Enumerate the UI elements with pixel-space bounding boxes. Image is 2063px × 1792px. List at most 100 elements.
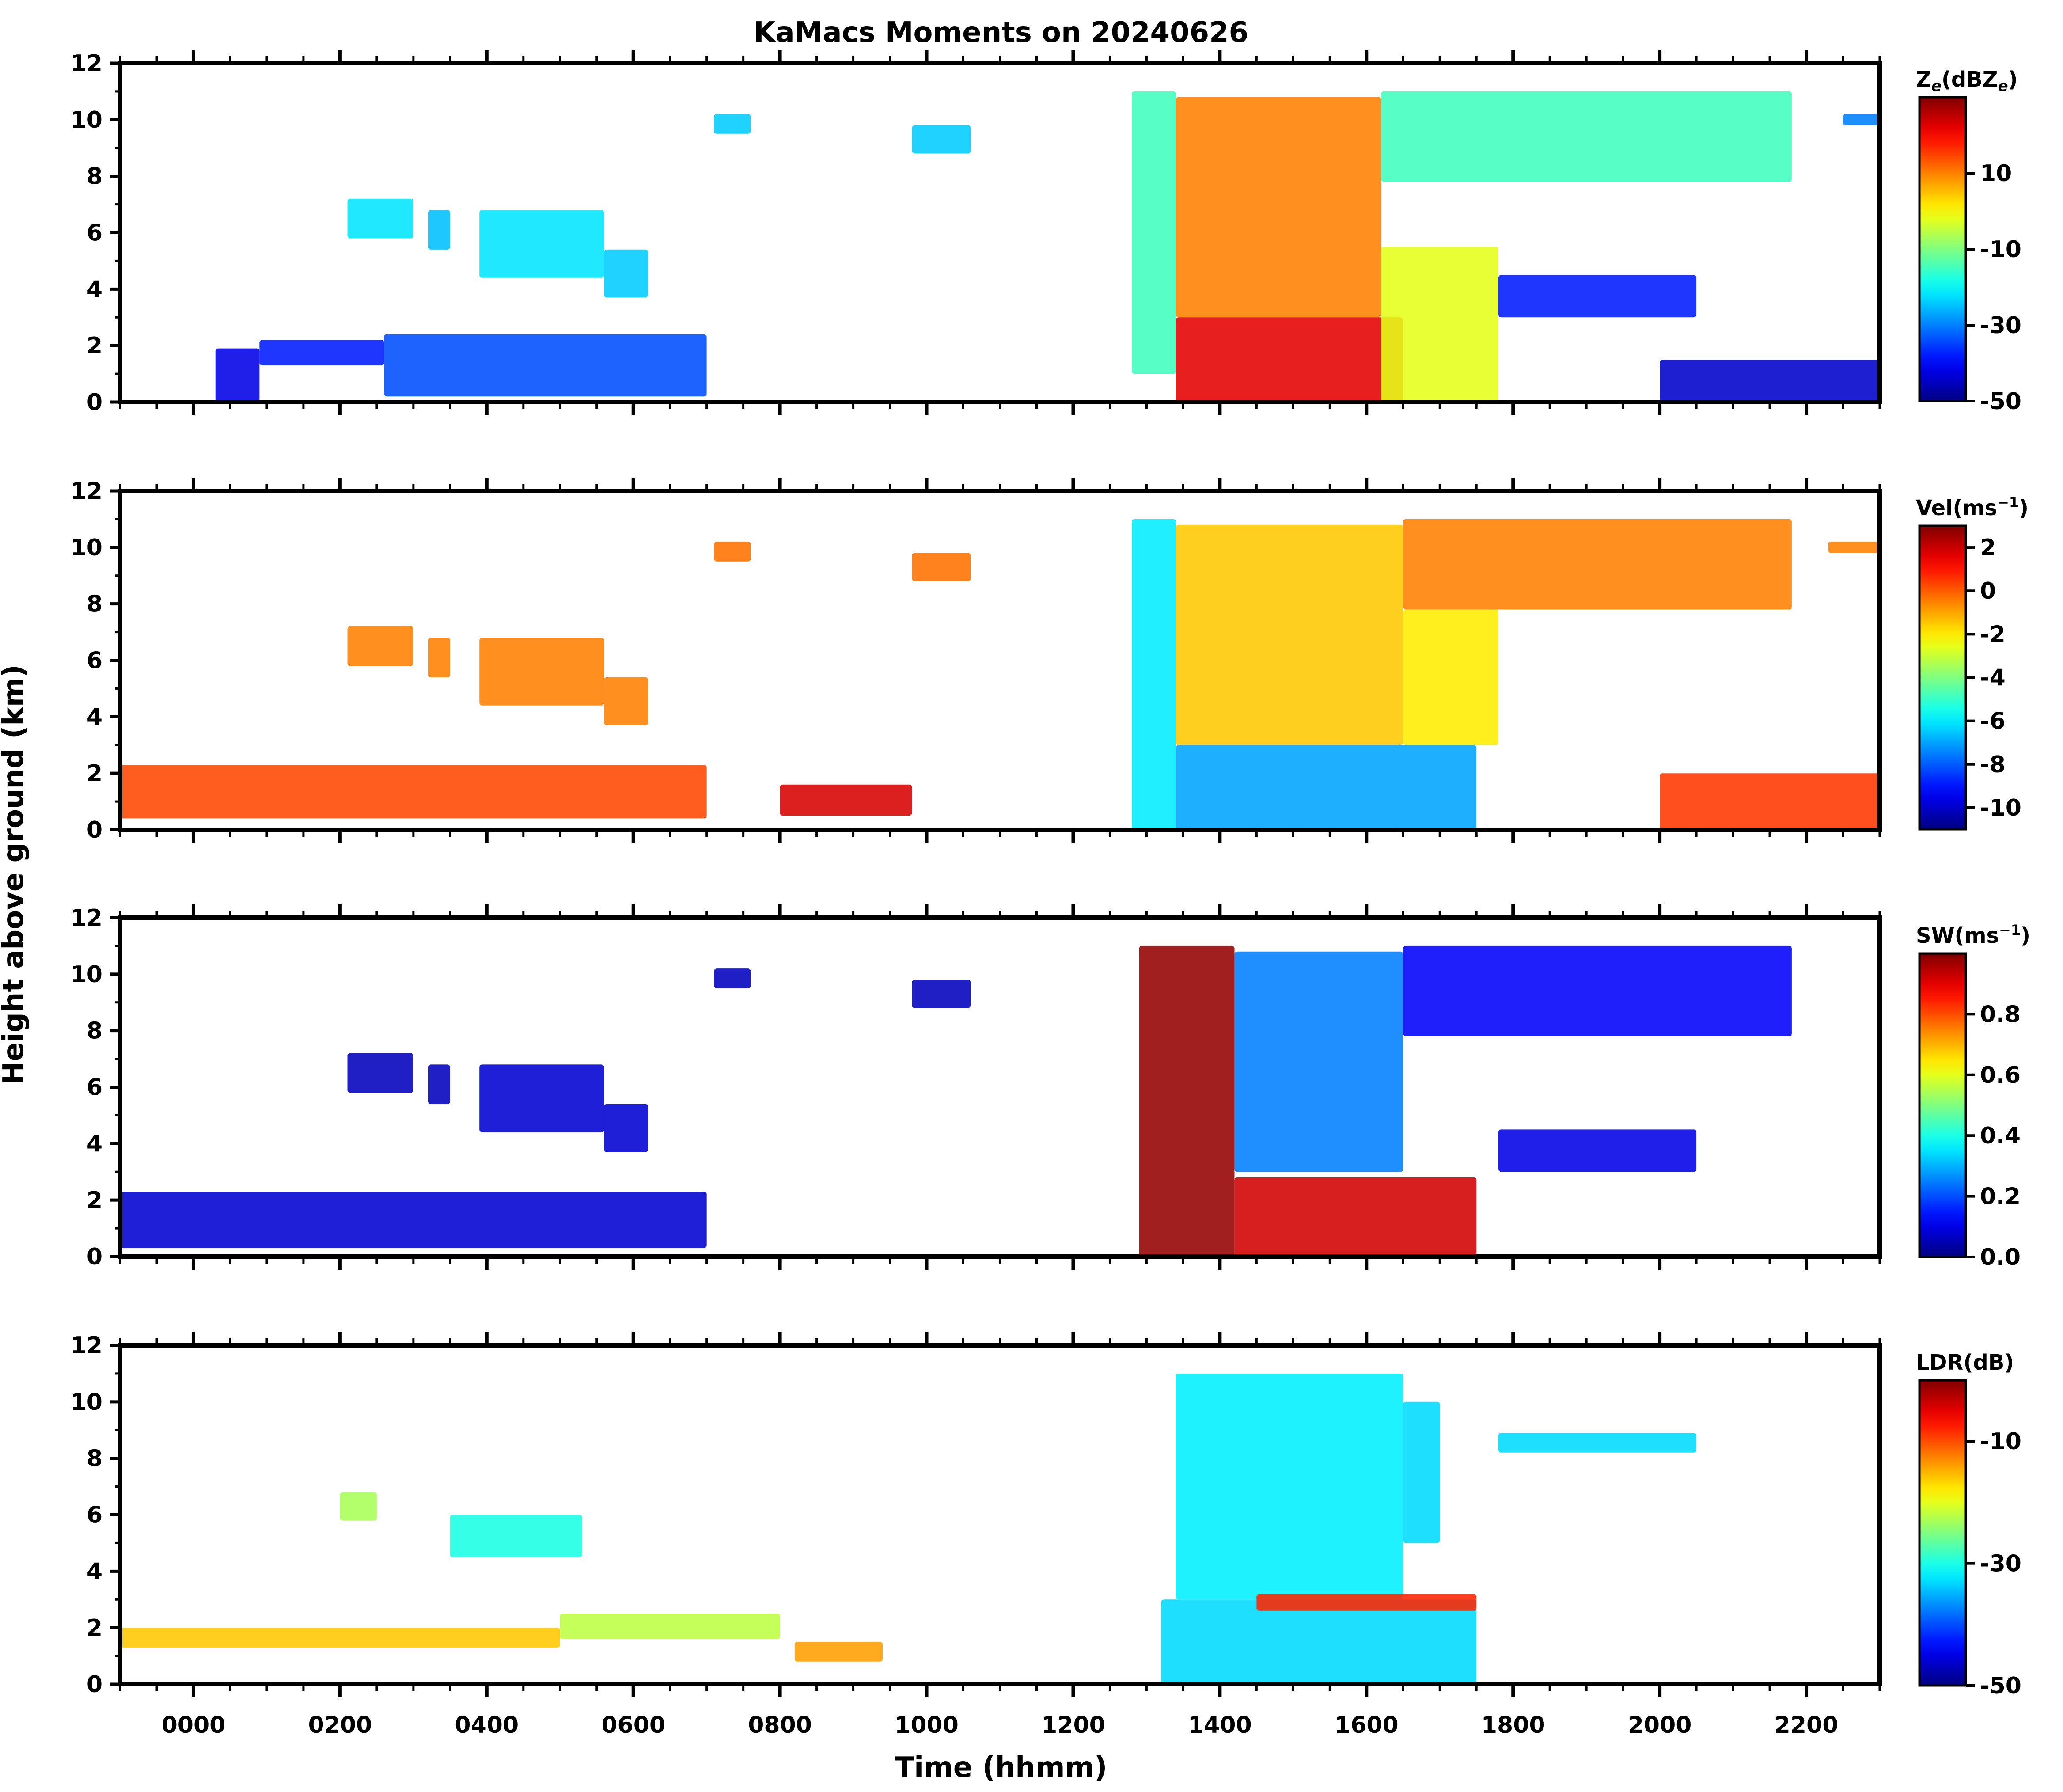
echo-region (1498, 1433, 1697, 1453)
x-tick-label: 0200 (308, 1712, 372, 1739)
echo-region (428, 210, 450, 250)
data-layer (120, 1373, 1697, 1684)
y-tick-label: 2 (87, 333, 102, 359)
panel-velocity: 0 2 4 6 8 10 12 -10 -8 -6 -4 -2 0 2 Vel(ms−1) (71, 478, 2029, 843)
colorbar-label: LDR(dB) (1916, 1350, 2014, 1375)
echo-region (604, 1104, 648, 1152)
echo-region (1132, 91, 1176, 374)
x-tick-label: 1000 (895, 1712, 959, 1739)
echo-region (560, 1614, 780, 1639)
echo-region (479, 1064, 604, 1132)
x-tick-label: 1200 (1041, 1712, 1105, 1739)
y-tick-label: 4 (87, 704, 102, 730)
y-tick-label: 12 (71, 478, 102, 505)
echo-region (912, 980, 971, 1008)
y-tick-label: 6 (87, 1502, 102, 1529)
echo-region (1403, 945, 1792, 1036)
y-tick-label: 10 (71, 1389, 102, 1416)
echo-region (347, 1053, 413, 1093)
echo-region (1381, 91, 1792, 182)
echo-region (428, 1064, 450, 1104)
y-tick-label: 6 (87, 220, 102, 247)
echo-region (120, 765, 707, 819)
echo-region (1403, 519, 1792, 610)
y-tick-label: 0 (87, 1671, 102, 1698)
y-tick-label: 4 (87, 276, 102, 303)
x-tick-label: 0800 (748, 1712, 812, 1739)
echo-region (450, 1515, 582, 1557)
echo-region (1176, 1373, 1403, 1600)
echo-region (714, 968, 751, 988)
echo-region (780, 784, 912, 816)
echo-region (714, 542, 751, 562)
colorbar-tick-label: -30 (1980, 312, 2021, 339)
echo-region (1234, 951, 1403, 1172)
chart-title: KaMacs Moments on 20240626 (754, 16, 1248, 49)
colorbar-label: Ze(dBZe) (1916, 67, 2018, 95)
y-tick-label: 2 (87, 1187, 102, 1214)
colorbar-tick-label: 0.8 (1980, 1001, 2021, 1028)
colorbar-label: Vel(ms−1) (1916, 494, 2029, 520)
colorbar-tick-label: 0.2 (1980, 1184, 2021, 1210)
y-tick-label: 2 (87, 760, 102, 787)
colorbar-tick-label: -10 (1980, 236, 2021, 263)
echo-region (1843, 114, 1880, 125)
colorbar-tick-label: 2 (1980, 535, 1996, 561)
panel-ldr: 0 2 4 6 8 10 12 -50 -30 -10 LDR(dB) (71, 1332, 2021, 1699)
echo-region (1176, 317, 1403, 402)
y-tick-label: 6 (87, 1074, 102, 1101)
echo-region (714, 114, 751, 134)
x-tick-label: 0000 (162, 1712, 226, 1739)
colorbar-tick-label: -2 (1980, 621, 2006, 648)
echo-region (1234, 1177, 1477, 1257)
echo-region (1498, 1129, 1697, 1172)
data-layer (120, 945, 1792, 1257)
y-tick-label: 10 (71, 535, 102, 561)
y-tick-label: 8 (87, 163, 102, 190)
x-tick-label: 2200 (1775, 1712, 1839, 1739)
colorbar-tick-label: -50 (1980, 1673, 2021, 1699)
colorbar-tick-label: -4 (1980, 665, 2006, 691)
colorbar (1918, 96, 1967, 402)
colorbar (1918, 524, 1967, 831)
x-tick-label: 1600 (1335, 1712, 1399, 1739)
y-tick-label: 10 (71, 107, 102, 133)
y-tick-label: 12 (71, 50, 102, 77)
echo-region (1828, 542, 1880, 553)
echo-region (1176, 97, 1381, 318)
echo-region (1660, 360, 1880, 402)
colorbar-tick-label: -6 (1980, 708, 2006, 735)
y-axis-label: Height above ground (km) (0, 664, 30, 1085)
y-tick-label: 0 (87, 1244, 102, 1270)
echo-region (1660, 773, 1880, 830)
y-tick-label: 0 (87, 817, 102, 843)
colorbar-tick-label: 0.6 (1980, 1062, 2021, 1089)
colorbar-tick-label: -8 (1980, 752, 2006, 778)
data-layer (215, 91, 1880, 402)
echo-region (912, 125, 971, 154)
y-tick-label: 8 (87, 1446, 102, 1472)
colorbar-tick-label: -50 (1980, 388, 2021, 415)
y-tick-label: 4 (87, 1131, 102, 1157)
echo-region (1403, 1401, 1440, 1543)
colorbar-tick-label: 0.4 (1980, 1123, 2021, 1149)
echo-region (479, 638, 604, 706)
echo-region (1498, 275, 1697, 318)
echo-region (1176, 745, 1477, 830)
x-tick-label: 1400 (1188, 1712, 1252, 1739)
colorbar (1918, 1379, 1967, 1687)
echo-region (1256, 1594, 1477, 1611)
colorbar-tick-label: -10 (1980, 1428, 2021, 1455)
echo-region (1403, 609, 1498, 745)
echo-region (1161, 1599, 1477, 1684)
colorbar-tick-label: -10 (1980, 795, 2021, 821)
y-tick-label: 10 (71, 961, 102, 988)
echo-region (340, 1492, 377, 1521)
echo-region (347, 198, 413, 239)
panel-reflectivity: 0 2 4 6 8 10 12 -50 -30 -10 10 Ze(dBZe) (71, 50, 2021, 416)
echo-region (1139, 945, 1235, 1257)
x-tick-label: 0400 (455, 1712, 519, 1739)
echo-region (120, 1192, 707, 1248)
y-tick-label: 6 (87, 648, 102, 674)
